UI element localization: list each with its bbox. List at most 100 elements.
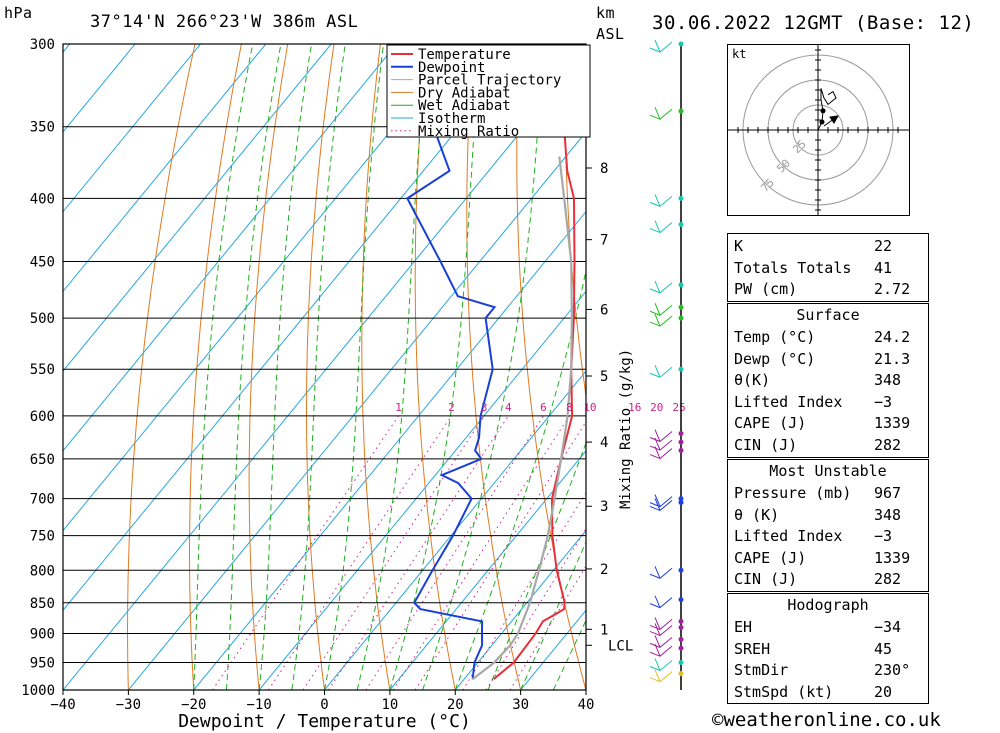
km-tick-label: 3 [600,499,608,515]
wind-barb [649,194,673,208]
dry-adiabat-line [248,44,289,690]
isotherm-line [454,529,586,690]
wet-adiabat-line [487,441,586,690]
surface-key: Lifted Index [734,392,843,411]
wind-barb [649,595,673,609]
index-value: 41 [874,258,893,277]
hodograph-stat-value: 230° [874,661,911,679]
index-row: Totals Totals 41 [734,259,922,280]
isotherm-line [127,131,586,690]
mixing-ratio-line [392,415,570,690]
km-tick-label: 5 [600,369,608,385]
dry-adiabat-line [466,44,522,690]
wind-barb [649,429,673,443]
wind-barb [649,617,673,631]
wet-adiabat-line [422,44,545,690]
pressure-unit-label: hPa [4,4,33,22]
x-tick-label: 10 [381,697,398,713]
wind-barb [649,280,673,294]
hodograph-stat-key: StmSpd (kt) [734,682,834,701]
index-value: 2.72 [874,280,911,298]
station-location: 37°14'N 266°23'W 386m ASL [90,12,359,32]
most-unstable-value: 1339 [874,548,911,567]
lcl-label: LCL [608,638,633,654]
mixing-ratio-label: 20 [650,401,663,414]
most-unstable-key: Pressure (mb) [734,484,852,502]
pressure-tick-label: 600 [30,409,55,425]
mixing-ratio-line [509,565,586,690]
km-tick-label: 1 [600,622,608,638]
index-key: K [734,237,744,255]
km-unit-label: km [596,4,616,22]
hodograph-stat-value: 20 [874,682,893,701]
most-unstable-value: 282 [874,570,902,588]
surface-value: 24.2 [874,328,911,346]
wind-level-marker [678,496,684,502]
surface-row: CIN (J) 282 [734,436,922,457]
x-tick-label: 30 [512,697,529,713]
mixing-ratio-label: 16 [628,401,641,414]
km-tick-label: 4 [600,435,608,451]
wind-barb [649,658,673,672]
surface-panel: Surface Temp (°C) 24.2 Dewp (°C) 21.3 θ(K) 34… [727,303,929,458]
hodograph-stat-value: 45 [874,639,893,658]
surface-key: Temp (°C) [734,328,816,346]
dewpoint-line [405,44,516,680]
most-unstable-row: CAPE (J) 1339 [734,549,922,570]
x-tick-label: 20 [447,697,464,713]
isotherm-line [258,290,586,690]
dry-adiabat-line [189,44,242,690]
wind-level-marker [678,597,684,603]
wind-level-marker [678,645,684,651]
dry-adiabat-line [564,44,586,400]
dry-adiabat-line [414,44,456,690]
storm-motion-arrow [823,115,839,127]
mixing-ratio-line [302,415,485,690]
isotherm-line [63,44,267,293]
wind-level-marker [678,659,684,665]
wind-level-marker [678,618,684,624]
pressure-tick-label: 400 [30,191,55,207]
wind-level-marker [678,567,684,573]
legend-item: Wet Adiabat [418,98,511,114]
surface-value: 282 [874,435,902,454]
surface-value: −3 [874,392,893,411]
isotherm-line [63,44,136,133]
pressure-tick-label: 450 [30,255,55,271]
wind-barb [649,643,673,657]
surface-row: Lifted Index −3 [734,393,922,414]
hodograph-point [819,119,825,125]
wind-level-marker [678,304,684,310]
most-unstable-key: Lifted Index [734,527,843,545]
isotherm-line [389,450,586,690]
hodograph-point [820,108,826,114]
pressure-tick-label: 500 [30,311,55,327]
x-tick-label: −30 [116,697,141,713]
pressure-tick-label: 1000 [21,683,55,699]
wind-barb [649,313,673,327]
most-unstable-panel: Most Unstable Pressure (mb) 967 θ (K) 348 Li… [727,459,929,592]
wet-adiabat-line [258,44,312,690]
most-unstable-value: −3 [874,527,893,545]
temperature-line [492,44,581,680]
dry-adiabat-line [361,44,391,690]
pressure-tick-label: 350 [30,120,55,136]
parcel-trajectory-line [471,156,574,681]
legend-item: Dewpoint [418,60,485,76]
pressure-tick-label: 950 [30,655,55,671]
wind-level-marker [678,636,684,642]
most-unstable-row: Pressure (mb) 967 [734,484,922,505]
most-unstable-row: Lifted Index −3 [734,527,922,548]
pressure-tick-label: 650 [30,452,55,468]
x-axis-title: Dewpoint / Temperature (°C) [178,711,471,732]
surface-row: θ(K) 348 [734,371,922,392]
most-unstable-row: CIN (J) 282 [734,570,922,591]
wind-barb [649,669,673,683]
wind-level-marker [678,439,684,445]
isotherm-line [324,370,586,690]
mixing-ratio-line [365,415,544,690]
index-value: 22 [874,237,893,255]
most-unstable-title: Most Unstable [769,462,887,480]
indices-panel: K 22 Totals Totals 41 PW (cm) 2.72 [727,233,929,302]
